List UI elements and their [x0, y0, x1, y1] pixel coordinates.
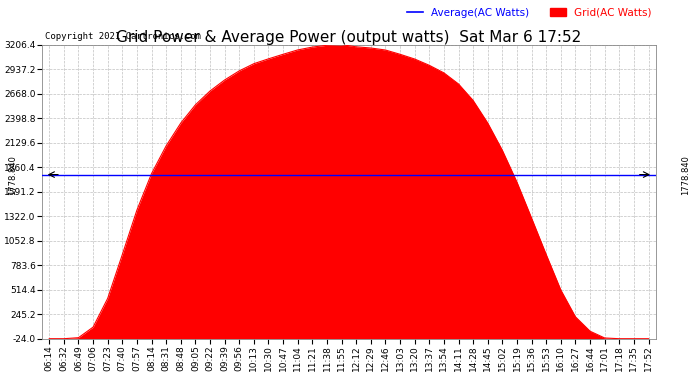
Legend: Average(AC Watts), Grid(AC Watts): Average(AC Watts), Grid(AC Watts) — [403, 3, 656, 22]
Title: Grid Power & Average Power (output watts)  Sat Mar 6 17:52: Grid Power & Average Power (output watts… — [117, 30, 582, 45]
Text: 1778.840: 1778.840 — [680, 154, 689, 195]
Text: 1778.840: 1778.840 — [8, 154, 17, 195]
Text: Copyright 2021 Cartronics.com: Copyright 2021 Cartronics.com — [45, 32, 201, 41]
